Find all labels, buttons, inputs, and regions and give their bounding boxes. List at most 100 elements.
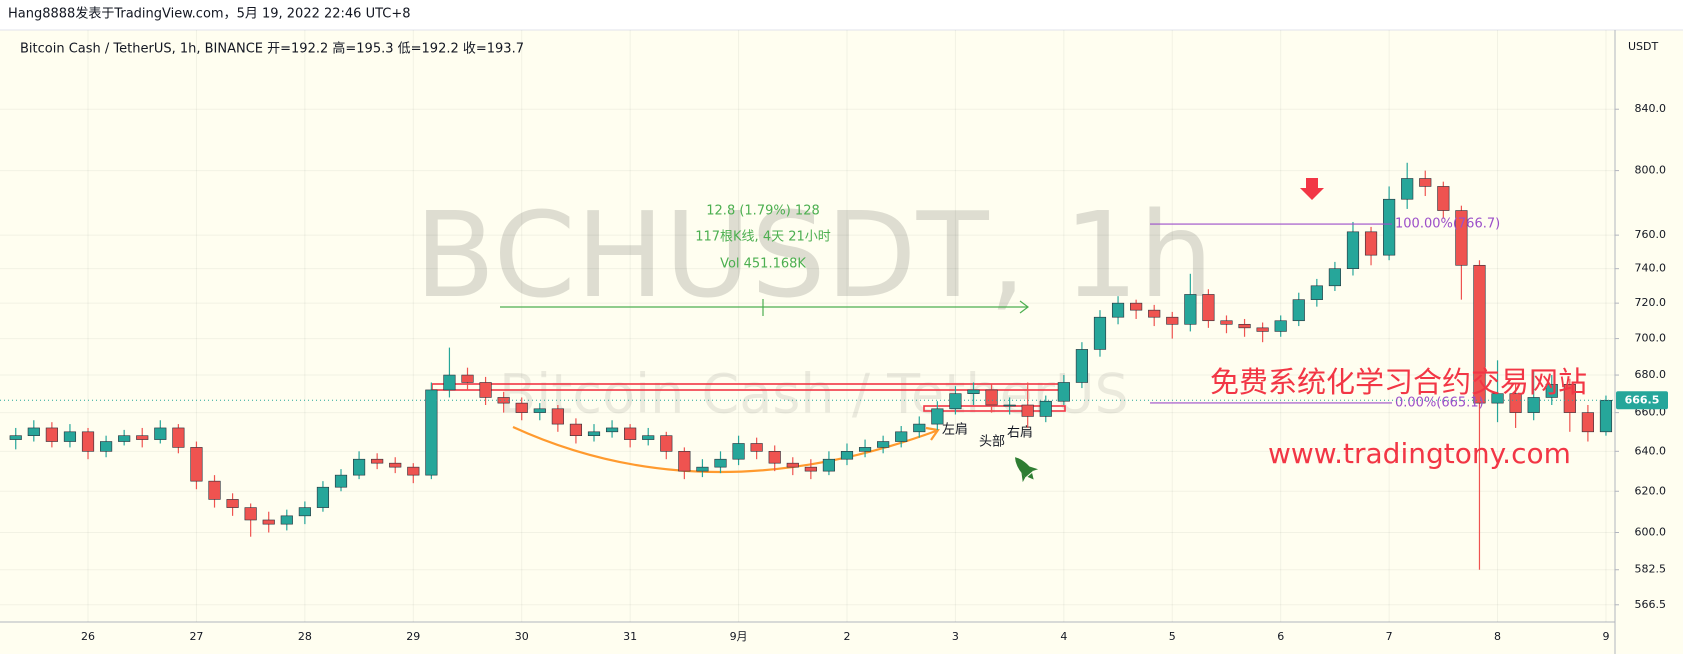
candle-body [63, 431, 77, 442]
candle-body [371, 458, 384, 464]
candle-body [551, 408, 564, 425]
candle-body [497, 397, 510, 404]
candle-body [1256, 327, 1269, 332]
candle-body [316, 486, 330, 508]
last-price-tag [1616, 391, 1668, 410]
candle-body [660, 435, 673, 452]
candle-body [1509, 393, 1522, 413]
candle-body [1093, 316, 1107, 350]
candle-body [804, 466, 817, 472]
candle-body [154, 427, 167, 440]
candle-body [895, 431, 908, 442]
candle-body [913, 423, 926, 433]
candle-body [1310, 285, 1323, 300]
candle-body [1383, 198, 1396, 256]
price-axis [1615, 30, 1683, 654]
candle-body [569, 423, 583, 436]
x-tick-label: 9月 [730, 630, 748, 643]
candle-body [461, 374, 474, 383]
x-tick-label: 2 [843, 630, 850, 643]
candle-body [949, 393, 962, 410]
symbol-info: Bitcoin Cash / TetherUS, 1h, BINANCE 开=1… [20, 41, 524, 57]
promo-text: 免费系统化学习合约交易网站 [1210, 365, 1587, 399]
candle-body [840, 451, 854, 460]
candle-body [1292, 299, 1305, 322]
candle-body [967, 389, 980, 394]
candle-body [1455, 210, 1468, 266]
candle-body [768, 451, 781, 464]
y-tick-label: 740.0 [1635, 262, 1667, 275]
pattern-label: 左肩 [942, 422, 968, 438]
measure-text: Vol 451.168K [720, 257, 806, 272]
candle-body [605, 427, 619, 433]
candle-body [190, 447, 203, 482]
candle-body [1075, 349, 1088, 383]
candle-body [1003, 404, 1016, 407]
x-tick-label: 27 [189, 630, 203, 643]
pattern-label: 头部 [979, 435, 1005, 450]
candle-body [1274, 320, 1287, 332]
x-tick-label: 29 [406, 630, 420, 643]
candle-body [858, 447, 872, 452]
measure-text: 117根K线, 4天 21小时 [695, 230, 831, 245]
candle-body [642, 435, 655, 440]
candle-body [1039, 400, 1052, 417]
x-tick-label: 5 [1169, 630, 1176, 643]
y-tick-label: 840.0 [1635, 102, 1667, 115]
candle-body [208, 480, 221, 500]
candle-body [352, 458, 366, 476]
candle-body [1148, 309, 1161, 318]
candle-body [1166, 316, 1179, 325]
promo-url: www.tradingtony.com [1268, 437, 1571, 470]
candle-body [136, 435, 149, 440]
candle-body [1111, 302, 1125, 318]
candle-body [100, 441, 113, 452]
x-tick-label: 28 [298, 630, 312, 643]
candle-body [1419, 178, 1432, 187]
candle-body [515, 402, 528, 413]
publisher: Hang8888发表于TradingView.com，5月 19, 2022 2… [8, 6, 411, 22]
candle-body [389, 462, 402, 468]
arc-arrowhead [925, 426, 940, 441]
rocket-icon [1015, 457, 1039, 483]
candle-body [931, 408, 944, 425]
candle-body [1437, 186, 1450, 211]
candle-body [1545, 384, 1558, 398]
candle-body [27, 427, 40, 436]
candle-body [1021, 404, 1034, 417]
candle-body [1491, 393, 1504, 404]
candle-body [9, 435, 22, 440]
candle-body [1346, 231, 1360, 269]
plot-area [0, 30, 1615, 622]
neckline-zone [923, 405, 1066, 412]
y-tick-label: 700.0 [1635, 332, 1667, 345]
measure-arrow [1019, 300, 1029, 314]
candle-body [407, 466, 420, 476]
candle-body [678, 451, 691, 472]
candle-body [172, 427, 185, 448]
candle-body [1581, 412, 1594, 433]
watermark-subtitle: Bitcoin Cash / TetherUS [499, 363, 1129, 426]
x-tick-label: 8 [1494, 630, 1501, 643]
fib-label: 0.00%(665.1) [1395, 395, 1484, 410]
candle-body [1473, 264, 1486, 404]
y-tick-label: 640.0 [1635, 444, 1667, 457]
candle-body [1364, 231, 1378, 256]
candle-body [714, 458, 727, 468]
x-tick-label: 26 [81, 630, 95, 643]
candle-body [1184, 294, 1197, 325]
candle-body [696, 466, 709, 472]
candle-body [1599, 399, 1613, 433]
pattern-label: 右肩 [1007, 425, 1033, 441]
candle-body [587, 431, 601, 436]
candle-body [479, 382, 492, 398]
y-tick-label: 566.5 [1635, 598, 1667, 611]
time-axis [0, 622, 1615, 654]
y-tick-label: 760.0 [1635, 228, 1667, 241]
x-tick-label: 30 [515, 630, 529, 643]
candle-body [1202, 294, 1215, 322]
candle-body [334, 474, 348, 488]
cup-arc [512, 425, 937, 474]
